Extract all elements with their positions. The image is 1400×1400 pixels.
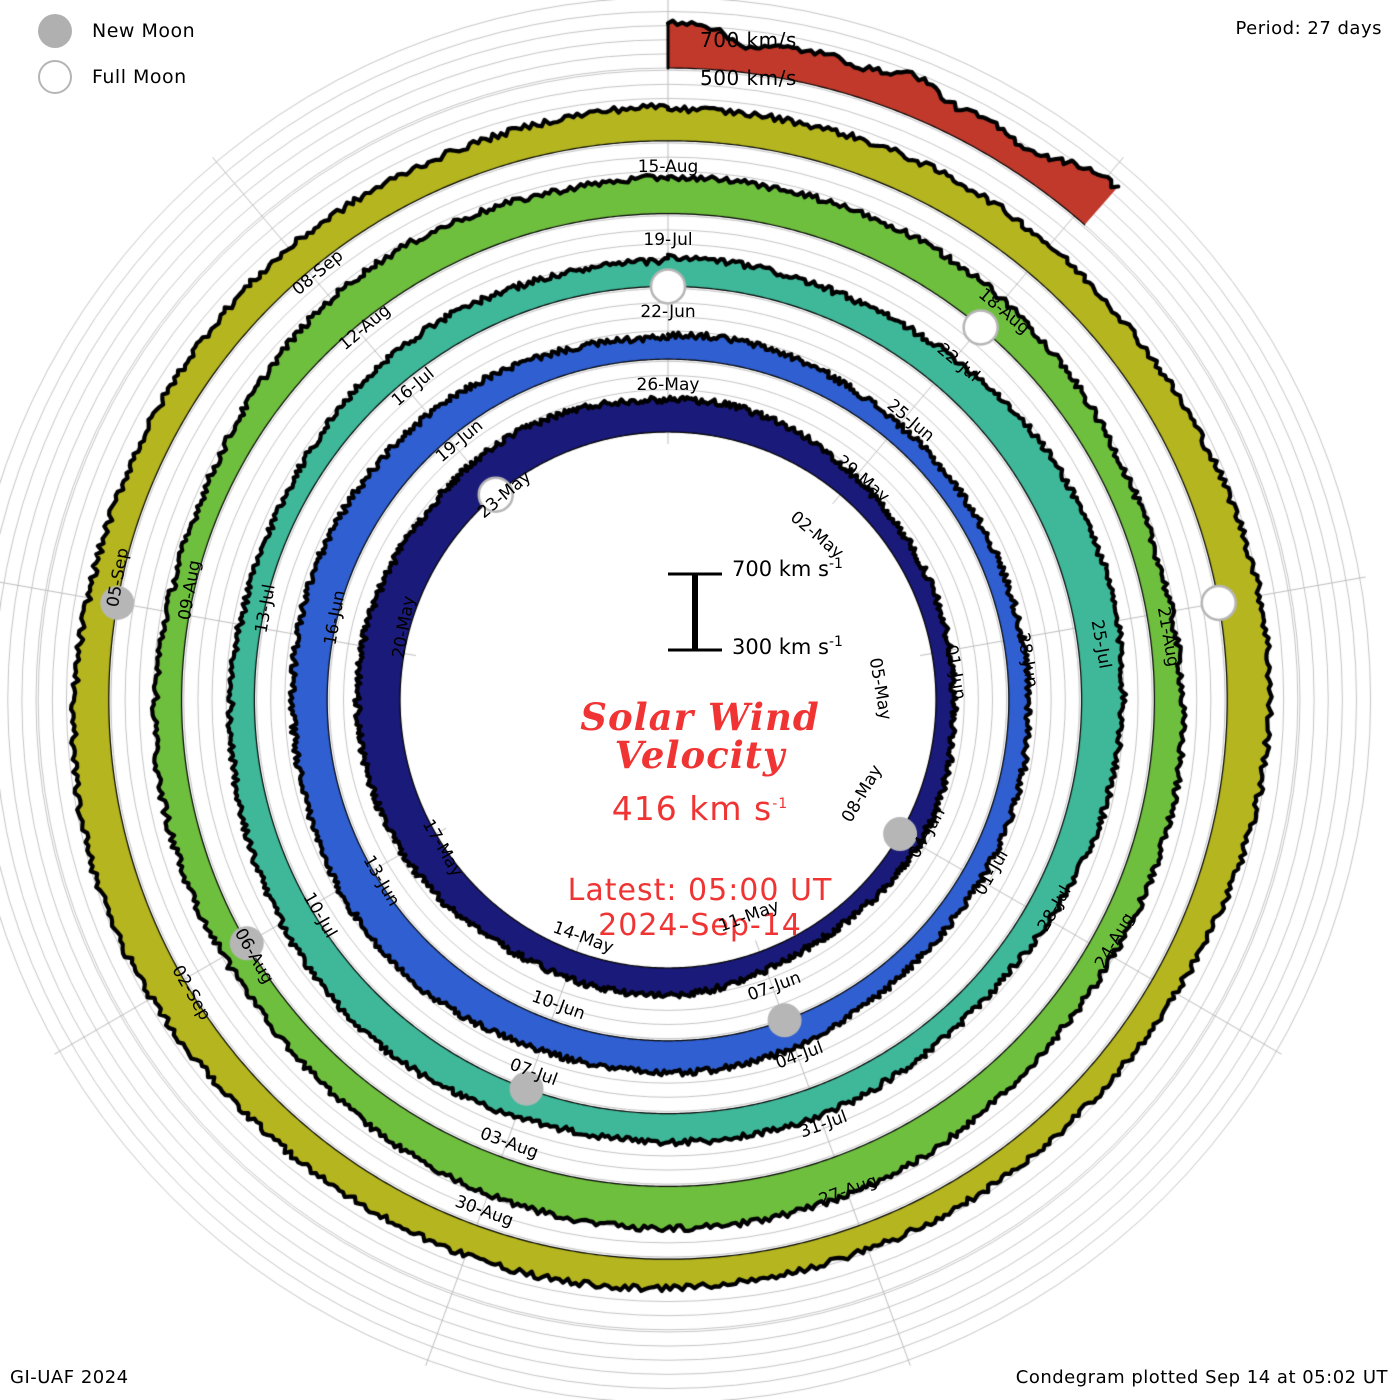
scale-bar-bottom-label: 300 km s-1: [732, 634, 843, 659]
latest-date: 2024-Sep-14: [598, 907, 802, 943]
title-line-2: Velocity: [614, 733, 786, 778]
plotted-timestamp: Condegram plotted Sep 14 at 05:02 UT: [1015, 1367, 1388, 1388]
latest-timestamp: Latest: 05:00 UT 2024-Sep-14: [430, 872, 970, 944]
legend-label-new-moon: New Moon: [92, 20, 196, 42]
radial-tick-label-500: 500 km/s: [700, 66, 797, 90]
latest-time: Latest: 05:00 UT: [567, 872, 833, 908]
legend-label-full-moon: Full Moon: [92, 66, 187, 88]
new-moon-icon: [38, 14, 72, 48]
current-velocity-value: 416 km s-1: [611, 788, 789, 828]
title-line-1: Solar Wind: [580, 695, 820, 739]
center-info-panel: 700 km s-1 300 km s-1 Solar Wind Velocit…: [430, 556, 970, 944]
date-label: 15-Aug: [637, 156, 699, 177]
date-label: 26-May: [636, 375, 700, 396]
page-title: Solar Wind Velocity: [430, 698, 970, 775]
radial-tick-label-700: 700 km/s: [700, 28, 797, 52]
full-moon-icon: [38, 60, 72, 94]
credit-label: GI-UAF 2024: [10, 1367, 129, 1388]
moon-phase-legend: New Moon Full Moon: [26, 8, 286, 100]
legend-item-new-moon: New Moon: [26, 8, 286, 54]
period-label: Period: 27 days: [1235, 18, 1382, 39]
legend-item-full-moon: Full Moon: [26, 54, 286, 100]
date-label: 22-Jun: [640, 302, 696, 323]
date-label: 19-Jul: [643, 229, 693, 250]
scale-bar-icon: [668, 572, 722, 652]
scale-bar-top-label: 700 km s-1: [732, 556, 843, 581]
velocity-scale-bar: 700 km s-1 300 km s-1: [430, 556, 970, 670]
